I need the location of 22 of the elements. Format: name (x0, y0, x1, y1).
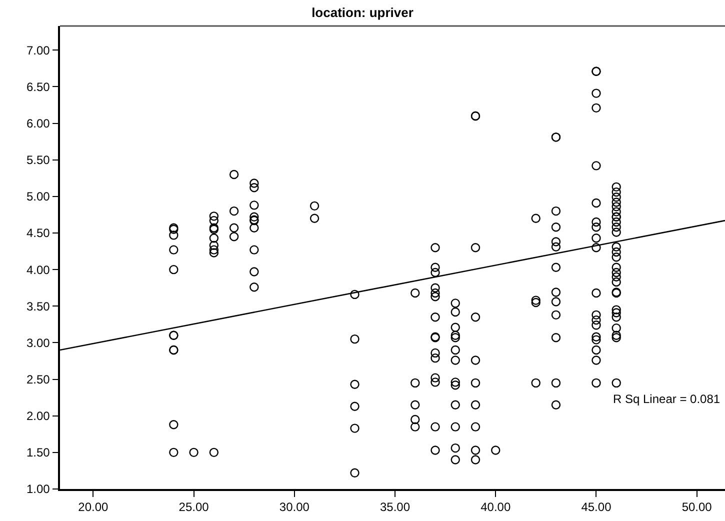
chart-title: location: upriver (312, 4, 414, 20)
y-tick-label: 6.00 (26, 116, 50, 130)
x-tick-label: 30.00 (279, 500, 310, 514)
y-tick-label: 3.50 (26, 299, 50, 314)
x-tick-label: 50.00 (682, 500, 712, 514)
y-tick-label: 4.00 (26, 262, 50, 277)
y-tick-label: 2.00 (26, 409, 50, 424)
y-tick-label: 5.00 (26, 190, 50, 204)
x-tick-label: 25.00 (178, 500, 210, 514)
y-tick-label: 1.00 (26, 482, 50, 496)
x-tick-label: 35.00 (380, 500, 410, 514)
y-tick-label: 1.50 (26, 446, 50, 460)
y-tick-label: 3.00 (26, 336, 50, 350)
y-tick-label: 2.50 (26, 372, 50, 386)
x-tick-label: 20.00 (78, 500, 109, 514)
annotation: R Sq Linear = 0.081 (613, 392, 720, 406)
y-tick-label: 5.50 (26, 153, 50, 168)
x-tick-label: 40.00 (480, 500, 511, 514)
y-tick-label: 6.50 (26, 80, 50, 94)
y-tick-label: 7.00 (26, 43, 50, 58)
x-tick-label: 45.00 (581, 500, 612, 514)
y-tick-label: 4.50 (26, 226, 50, 240)
